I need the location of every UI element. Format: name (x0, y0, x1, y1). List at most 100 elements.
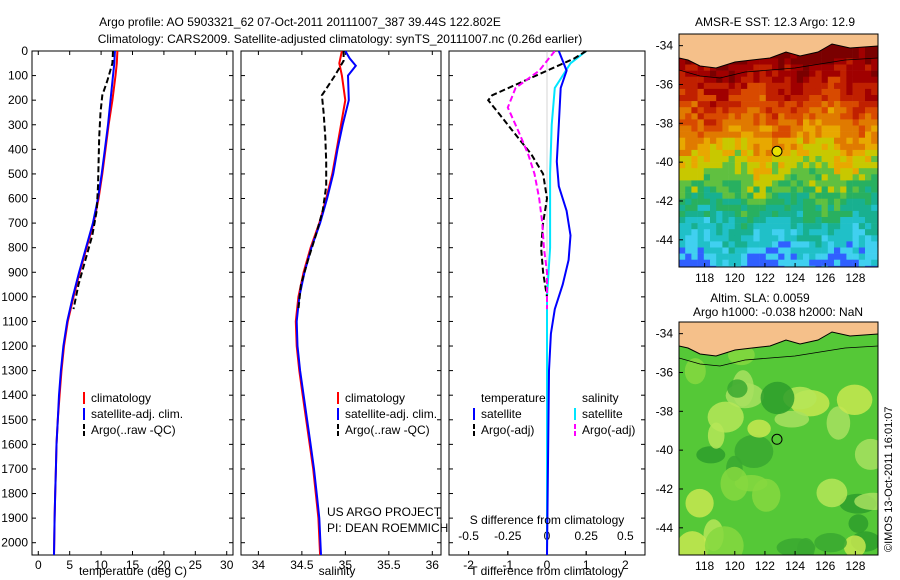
sst-cell (691, 162, 698, 169)
sla-anomaly (797, 538, 815, 555)
sst-cell (747, 192, 754, 199)
sst-cell (772, 113, 779, 120)
sst-cell (796, 253, 804, 260)
sst-cell (710, 88, 717, 96)
sst-cell (728, 137, 736, 145)
sst-cell (728, 223, 736, 230)
sst-cell (784, 259, 791, 267)
sst-cell (858, 76, 866, 84)
sst-cell (790, 229, 798, 236)
sst-cell (753, 137, 760, 145)
sst-cell (679, 95, 686, 102)
sst-cell (772, 186, 779, 193)
sst-cell (784, 101, 791, 108)
sst-cell (716, 180, 723, 187)
sst-cell (697, 253, 705, 260)
sst-cell (871, 131, 878, 138)
sst-cell (747, 156, 754, 163)
x-tick-label: 20 (157, 558, 171, 572)
sst-cell (809, 82, 816, 90)
sst-cell (741, 229, 748, 236)
sst-cell (679, 107, 686, 114)
sst-cell (871, 101, 878, 108)
lon-tick-label: 126 (815, 559, 835, 573)
sst-cell (747, 107, 754, 114)
sst-cell (803, 198, 810, 206)
sst-cell (858, 168, 866, 175)
sst-cell (741, 265, 748, 267)
sst-cell (728, 95, 736, 102)
sst-cell (765, 82, 773, 90)
sst-cell (703, 204, 711, 212)
sst-cell (871, 156, 878, 163)
sst-cell (846, 82, 853, 90)
imos-watermark: ©IMOS 13-Oct-2011 16:01:07 (883, 407, 895, 552)
sst-cell (728, 162, 736, 169)
sst-cell (728, 156, 736, 163)
sst-cell (747, 241, 754, 248)
sst-cell (778, 192, 785, 199)
sst-cell (865, 149, 872, 157)
sst-cell (765, 180, 773, 187)
sst-cell (796, 119, 804, 126)
diff-line-s-satellite (546, 51, 587, 555)
sst-cell (759, 156, 767, 163)
sst-cell (734, 101, 742, 108)
legend-t-satellite: satellite (481, 407, 522, 421)
sst-cell (827, 198, 835, 206)
sst-cell (827, 76, 835, 84)
sst-cell (759, 217, 767, 224)
sst-cell (846, 217, 853, 224)
lat-tick-label: -36 (656, 77, 674, 91)
sla-anomaly (826, 406, 851, 440)
sst-cell (679, 137, 686, 145)
sst-cell (685, 64, 692, 71)
sst-coastline (679, 43, 878, 69)
difference-series (486, 51, 587, 555)
sst-cell (728, 107, 736, 114)
sst-cell (747, 217, 754, 224)
sst-cell (840, 186, 847, 193)
sst-cell (784, 162, 791, 169)
sst-cell (703, 88, 711, 96)
sst-cell (722, 192, 729, 199)
sst-cell (834, 131, 841, 138)
sst-cell (697, 137, 705, 145)
sst-cell (815, 125, 822, 132)
sst-cell (840, 229, 847, 236)
sst-cell (834, 168, 841, 175)
sst-cell (809, 180, 816, 187)
sst-cell (865, 70, 872, 77)
sst-cell (679, 229, 686, 236)
sst-cell (722, 253, 729, 260)
sst-cell (784, 217, 791, 224)
difference-xlabel-salinity: S difference from climatology (470, 513, 625, 527)
sst-cell (722, 82, 729, 90)
sst-cell (858, 82, 866, 90)
sst-cell (728, 149, 736, 157)
x-tick-label: 5 (66, 558, 73, 572)
sst-cell (747, 186, 754, 193)
sst-cell (815, 64, 822, 71)
sst-cell (679, 162, 686, 169)
sst-cell (728, 88, 736, 96)
sst-cell (840, 119, 847, 126)
sst-cell (834, 223, 841, 230)
sst-cell (765, 204, 773, 212)
sst-cell (784, 125, 791, 132)
sst-cell (728, 204, 736, 212)
x-tick-label-salinity: 0.5 (617, 529, 634, 543)
sst-cell (846, 229, 853, 236)
sst-cell (710, 174, 717, 181)
sst-cell (765, 64, 773, 71)
sst-cell (803, 217, 810, 224)
sst-cell (871, 186, 878, 193)
depth-tick-label: 1500 (1, 413, 28, 427)
sst-cell (728, 143, 736, 151)
sst-cell (759, 180, 767, 187)
sst-cell (803, 265, 810, 267)
sst-cell (765, 265, 773, 267)
sst-cell (809, 241, 816, 248)
sst-cell (772, 192, 779, 199)
lon-tick-label: 120 (725, 559, 745, 573)
